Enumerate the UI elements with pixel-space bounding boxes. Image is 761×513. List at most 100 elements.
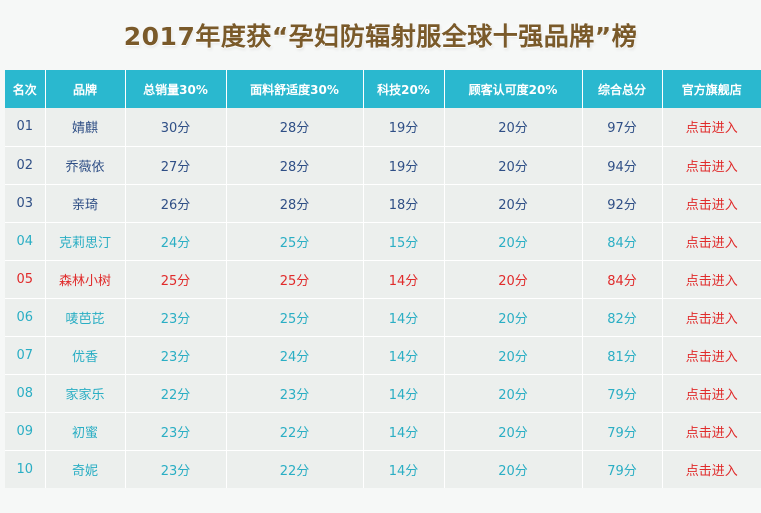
brand-cell: 唛芭芘	[45, 297, 126, 336]
store-link[interactable]: 点击进入	[662, 411, 761, 450]
approval-cell: 20分	[444, 259, 583, 298]
tech-cell: 14分	[363, 335, 445, 374]
approval-cell: 20分	[444, 373, 583, 412]
comfort-cell: 22分	[226, 449, 364, 488]
total-cell: 79分	[582, 449, 663, 488]
brand-cell: 森林小树	[45, 259, 126, 298]
brand-cell: 初蜜	[45, 411, 126, 450]
comfort-cell: 25分	[226, 297, 364, 336]
brand-cell: 婧麒	[45, 108, 126, 146]
header-comfort: 面料舒适度30%	[226, 70, 364, 108]
brand-cell: 乔薇依	[45, 145, 126, 184]
rank-cell: 03	[5, 183, 46, 222]
rank-cell: 09	[5, 411, 46, 450]
store-link[interactable]: 点击进入	[662, 335, 761, 374]
comfort-cell: 25分	[226, 259, 364, 298]
comfort-cell: 24分	[226, 335, 364, 374]
total-cell: 79分	[582, 411, 663, 450]
total-cell: 84分	[582, 259, 663, 298]
tech-cell: 14分	[363, 449, 445, 488]
comfort-cell: 28分	[226, 145, 364, 184]
total-cell: 82分	[582, 297, 663, 336]
store-link[interactable]: 点击进入	[662, 221, 761, 260]
total-cell: 81分	[582, 335, 663, 374]
comfort-cell: 28分	[226, 183, 364, 222]
table-row: 03 亲琦 26分 28分 18分 20分 92分 点击进入	[5, 183, 761, 222]
tech-cell: 14分	[363, 411, 445, 450]
table-row: 05 森林小树 25分 25分 14分 20分 84分 点击进入	[5, 259, 761, 298]
rank-cell: 10	[5, 449, 46, 488]
sales-cell: 26分	[125, 183, 227, 222]
store-link[interactable]: 点击进入	[662, 449, 761, 488]
table-row: 10 奇妮 23分 22分 14分 20分 79分 点击进入	[5, 449, 761, 488]
approval-cell: 20分	[444, 183, 583, 222]
rank-cell: 04	[5, 221, 46, 260]
table-row: 06 唛芭芘 23分 25分 14分 20分 82分 点击进入	[5, 297, 761, 336]
tech-cell: 14分	[363, 259, 445, 298]
comfort-cell: 28分	[226, 108, 364, 146]
tech-cell: 19分	[363, 108, 445, 146]
tech-cell: 14分	[363, 297, 445, 336]
rank-cell: 05	[5, 259, 46, 298]
total-cell: 92分	[582, 183, 663, 222]
rank-cell: 02	[5, 145, 46, 184]
table-row: 04 克莉思汀 24分 25分 15分 20分 84分 点击进入	[5, 221, 761, 260]
title-bar: 2017年度获“孕妇防辐射服全球十强品牌”榜	[0, 0, 761, 70]
sales-cell: 22分	[125, 373, 227, 412]
rank-cell: 01	[5, 108, 46, 146]
rank-cell: 06	[5, 297, 46, 336]
header-approval: 顾客认可度20%	[444, 70, 583, 108]
total-cell: 94分	[582, 145, 663, 184]
table-row: 02 乔薇依 27分 28分 19分 20分 94分 点击进入	[5, 145, 761, 184]
comfort-cell: 22分	[226, 411, 364, 450]
rank-cell: 07	[5, 335, 46, 374]
store-link[interactable]: 点击进入	[662, 183, 761, 222]
approval-cell: 20分	[444, 221, 583, 260]
comfort-cell: 25分	[226, 221, 364, 260]
table-row: 01 婧麒 30分 28分 19分 20分 97分 点击进入	[5, 108, 761, 146]
page-title: 2017年度获“孕妇防辐射服全球十强品牌”榜	[123, 22, 638, 51]
header-total: 综合总分	[582, 70, 663, 108]
sales-cell: 27分	[125, 145, 227, 184]
brand-cell: 克莉思汀	[45, 221, 126, 260]
table-row: 07 优香 23分 24分 14分 20分 81分 点击进入	[5, 335, 761, 374]
brand-cell: 家家乐	[45, 373, 126, 412]
approval-cell: 20分	[444, 449, 583, 488]
tech-cell: 14分	[363, 373, 445, 412]
tech-cell: 18分	[363, 183, 445, 222]
header-brand: 品牌	[45, 70, 126, 108]
header-tech: 科技20%	[363, 70, 445, 108]
approval-cell: 20分	[444, 411, 583, 450]
approval-cell: 20分	[444, 297, 583, 336]
store-link[interactable]: 点击进入	[662, 259, 761, 298]
store-link[interactable]: 点击进入	[662, 145, 761, 184]
brand-cell: 亲琦	[45, 183, 126, 222]
store-link[interactable]: 点击进入	[662, 297, 761, 336]
header-store: 官方旗舰店	[662, 70, 761, 108]
sales-cell: 24分	[125, 221, 227, 260]
total-cell: 79分	[582, 373, 663, 412]
header-row: 名次 品牌 总销量30% 面料舒适度30% 科技20% 顾客认可度20% 综合总…	[5, 70, 761, 108]
total-cell: 84分	[582, 221, 663, 260]
ranking-table: 名次 品牌 总销量30% 面料舒适度30% 科技20% 顾客认可度20% 综合总…	[5, 70, 761, 488]
sales-cell: 23分	[125, 449, 227, 488]
tech-cell: 15分	[363, 221, 445, 260]
header-rank: 名次	[5, 70, 46, 108]
sales-cell: 23分	[125, 297, 227, 336]
store-link[interactable]: 点击进入	[662, 373, 761, 412]
approval-cell: 20分	[444, 145, 583, 184]
tech-cell: 19分	[363, 145, 445, 184]
approval-cell: 20分	[444, 108, 583, 146]
sales-cell: 23分	[125, 411, 227, 450]
store-link[interactable]: 点击进入	[685, 121, 738, 137]
header-sales: 总销量30%	[125, 70, 227, 108]
table-row: 09 初蜜 23分 22分 14分 20分 79分 点击进入	[5, 411, 761, 450]
table-row: 08 家家乐 22分 23分 14分 20分 79分 点击进入	[5, 373, 761, 412]
sales-cell: 25分	[125, 259, 227, 298]
brand-cell: 优香	[45, 335, 126, 374]
brand-cell: 奇妮	[45, 449, 126, 488]
approval-cell: 20分	[444, 335, 583, 374]
rank-cell: 08	[5, 373, 46, 412]
sales-cell: 30分	[125, 108, 227, 146]
comfort-cell: 23分	[226, 373, 364, 412]
